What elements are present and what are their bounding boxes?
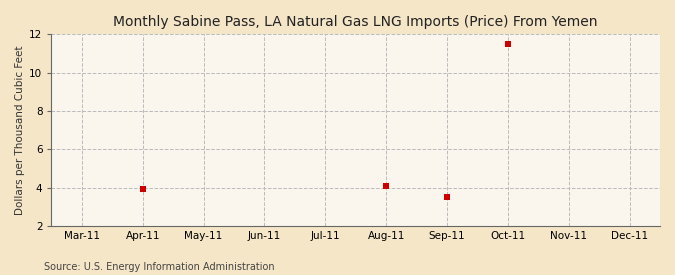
Point	[381, 183, 392, 188]
Text: Source: U.S. Energy Information Administration: Source: U.S. Energy Information Administ…	[44, 262, 275, 272]
Point	[502, 42, 513, 46]
Point	[441, 195, 452, 199]
Title: Monthly Sabine Pass, LA Natural Gas LNG Imports (Price) From Yemen: Monthly Sabine Pass, LA Natural Gas LNG …	[113, 15, 598, 29]
Point	[137, 187, 148, 192]
Y-axis label: Dollars per Thousand Cubic Feet: Dollars per Thousand Cubic Feet	[15, 45, 25, 215]
